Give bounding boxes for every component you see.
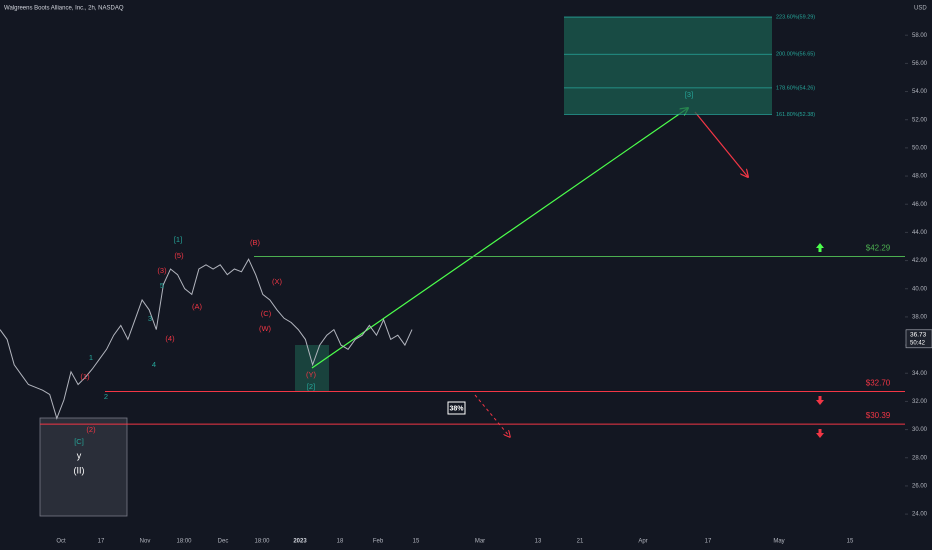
wave-label: (Y) <box>306 370 317 379</box>
x-tick-label: 2023 <box>293 539 307 545</box>
wave-label: (W) <box>259 324 272 333</box>
wave-label: (X) <box>272 277 283 286</box>
wave-label: [3] <box>685 90 693 99</box>
y-tick-label: 54.00 <box>912 89 928 95</box>
wave-label: (4) <box>165 334 175 343</box>
x-tick-label: Feb <box>373 539 384 545</box>
wave-label: 3 <box>148 314 152 323</box>
y-tick-label: 56.00 <box>912 61 928 67</box>
y-tick-label: 26.00 <box>912 484 928 490</box>
y-tick-label: 50.00 <box>912 145 928 151</box>
down-arrow <box>816 429 824 438</box>
y-tick-label: 38.00 <box>912 314 928 320</box>
probability-box <box>447 401 466 415</box>
price-line <box>0 258 413 420</box>
wave-label: [C] <box>74 437 84 446</box>
x-tick-label: 21 <box>577 539 584 545</box>
wave-label: (II) <box>74 465 85 475</box>
y-tick-label: 58.00 <box>912 33 928 39</box>
y-tick-label: 28.00 <box>912 455 928 461</box>
fib-label: 178.60%(54.26) <box>776 85 815 91</box>
projection-arrow <box>311 108 688 369</box>
x-tick-label: Dec <box>218 539 229 545</box>
fib-label: 200.00%(56.65) <box>776 52 815 58</box>
wave-label: (3) <box>157 266 167 275</box>
wave-label: 1 <box>89 353 93 362</box>
level-label: $32.70 <box>866 379 891 388</box>
fib-label: 161.80%(52.38) <box>776 112 815 118</box>
x-tick-label: May <box>773 539 784 545</box>
countdown: 50:42 <box>910 340 926 346</box>
wave-label: 5 <box>160 281 164 290</box>
x-tick-label: Nov <box>140 539 151 545</box>
y-tick-label: 42.00 <box>912 258 928 264</box>
y-tick-label: 52.00 <box>912 117 928 123</box>
wave-label: [2] <box>307 382 315 391</box>
fib-label: 223.60%(59.29) <box>776 14 815 20</box>
y-tick-label: 30.00 <box>912 427 928 433</box>
level-label: $30.39 <box>866 411 891 420</box>
wave-label: 4 <box>152 360 156 369</box>
down-arrow <box>816 396 824 405</box>
x-tick-label: 18:00 <box>254 539 270 545</box>
y-tick-label: 46.00 <box>912 202 928 208</box>
chart-title: Walgreens Boots Alliance, Inc., 2h, NASD… <box>4 6 124 12</box>
x-tick-label: 18:00 <box>176 539 192 545</box>
y-tick-label: 40.00 <box>912 286 928 292</box>
x-tick-label: 15 <box>847 539 854 545</box>
level-label: $42.29 <box>866 244 891 253</box>
x-tick-label: 15 <box>413 539 420 545</box>
x-tick-label: 18 <box>337 539 344 545</box>
wave-label: 2 <box>104 392 108 401</box>
wave-label: (2) <box>86 425 96 434</box>
y-tick-label: 34.00 <box>912 371 928 377</box>
y-tick-label: 24.00 <box>912 512 928 518</box>
x-tick-label: Mar <box>475 539 485 545</box>
wave-label: y <box>77 450 82 460</box>
wave-label: (B) <box>250 238 261 247</box>
fib-zone <box>564 17 772 115</box>
x-tick-label: 17 <box>705 539 712 545</box>
x-tick-label: Apr <box>638 539 647 545</box>
last-price: 36.73 <box>910 332 927 339</box>
probability: 38% <box>449 405 464 412</box>
up-arrow <box>816 243 824 252</box>
y-tick-label: 32.00 <box>912 399 928 405</box>
wave-label: (C) <box>261 309 272 318</box>
wave-label: (1) <box>80 372 90 381</box>
wave-label: [1] <box>174 235 182 244</box>
y-tick-label: 44.00 <box>912 230 928 236</box>
wave-label: (A) <box>192 302 203 311</box>
wave-zone <box>39 417 128 517</box>
currency: USD <box>914 6 927 12</box>
y-tick-label: 48.00 <box>912 174 928 180</box>
projection-arrow <box>694 111 748 177</box>
x-tick-label: 13 <box>535 539 542 545</box>
x-tick-label: 17 <box>98 539 105 545</box>
wave-label: (5) <box>174 251 184 260</box>
x-tick-label: Oct <box>56 539 66 545</box>
price-tag <box>905 329 932 349</box>
